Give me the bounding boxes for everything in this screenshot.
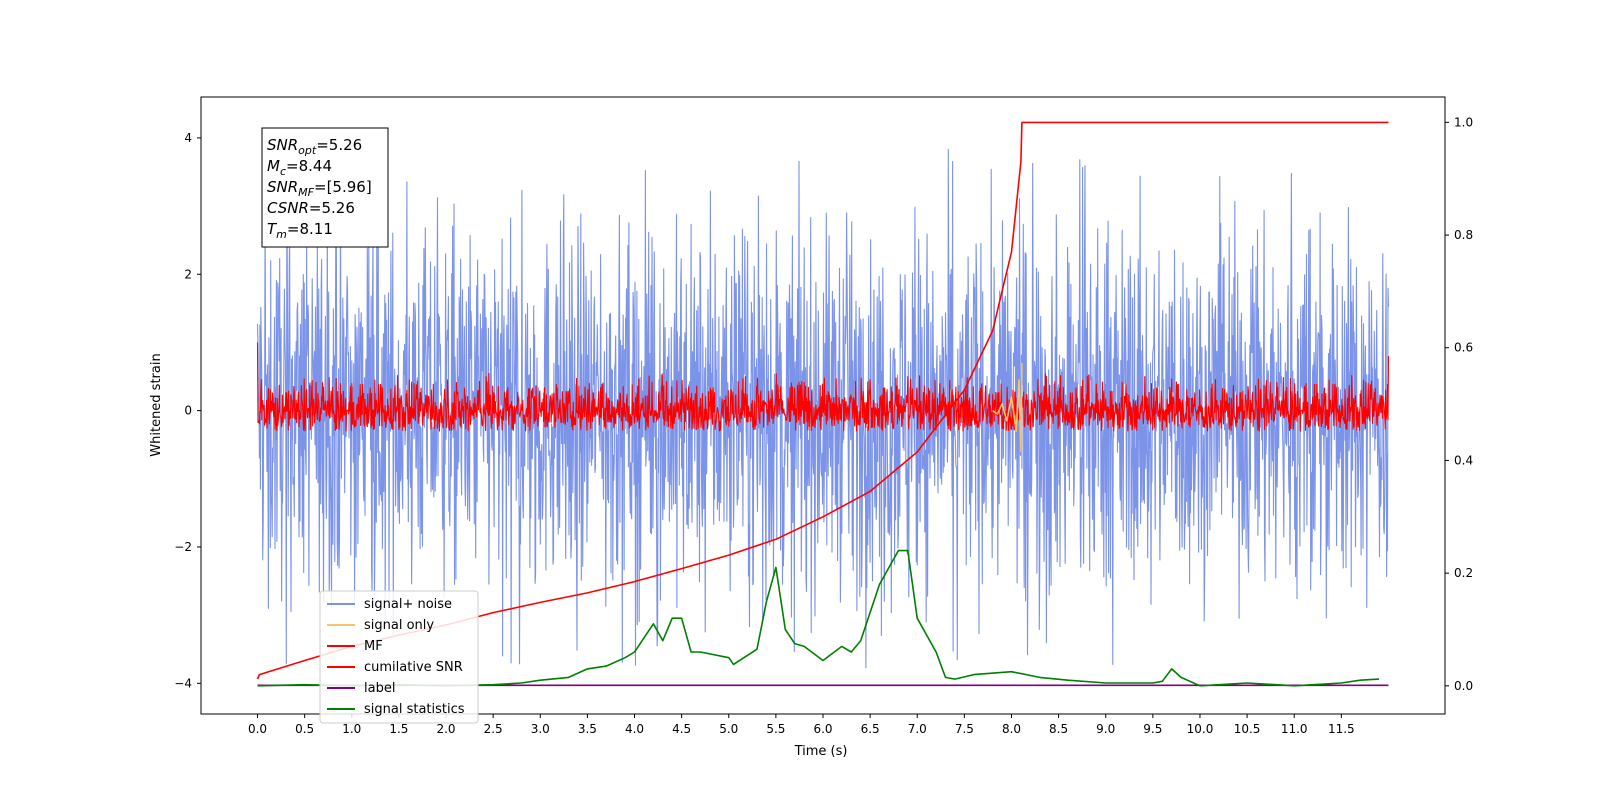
y-tick-label: 0 <box>184 404 192 418</box>
legend-label: label <box>364 681 395 696</box>
y-axis-label: Whitened strain <box>149 353 164 456</box>
annotation-symbol: SNR <box>267 178 298 196</box>
annotation-subscript: c <box>280 165 286 178</box>
y-tick-label: 2 <box>184 267 192 281</box>
annotation-value: =5.26 <box>309 199 355 217</box>
x-tick-label: 0.0 <box>248 722 267 736</box>
x-tick-label: 3.5 <box>578 722 597 736</box>
legend-label: MF <box>364 639 383 654</box>
x-tick-label: 11.5 <box>1328 722 1355 736</box>
y-tick-label: −4 <box>174 676 192 690</box>
annotation-subscript: MF <box>298 186 314 199</box>
x-axis-label: Time (s) <box>794 744 848 759</box>
legend-label: signal only <box>364 618 434 633</box>
x-tick-label: 5.0 <box>719 722 738 736</box>
annotation-line: SNRopt=5.26 <box>267 136 362 157</box>
series-line-signal-statistics <box>257 549 1380 687</box>
series-line-signal-only <box>992 362 1023 453</box>
x-tick-label: 2.5 <box>484 722 503 736</box>
annotation-subscript: opt <box>298 144 317 157</box>
y-axis-right: 0.0 0.2 0.4 0.6 0.8 1.0 <box>1445 115 1473 693</box>
x-axis: 0.0 0.5 1.0 1.5 2.0 2.5 3.0 3.5 4.0 4.5 5.0 5.5 6.0 6… <box>248 714 1355 736</box>
annotation-symbol: T <box>267 220 278 238</box>
annotation-symbol: SNR <box>267 136 298 154</box>
y-right-tick-label: 0.0 <box>1454 679 1473 693</box>
series-line-mf <box>256 342 1390 432</box>
annotation-value: =[5.96] <box>314 178 372 196</box>
annotation-value: =5.26 <box>316 136 362 154</box>
y-right-tick-label: 0.2 <box>1454 566 1473 580</box>
x-tick-label: 10.0 <box>1187 722 1214 736</box>
y-right-tick-label: 0.4 <box>1454 453 1473 467</box>
x-tick-label: 0.5 <box>295 722 314 736</box>
y-tick-label: −2 <box>174 540 192 554</box>
x-tick-label: 4.0 <box>625 722 644 736</box>
annotation-line: CSNR=5.26 <box>267 199 355 217</box>
x-tick-label: 5.5 <box>766 722 785 736</box>
legend-label: signal statistics <box>364 702 465 717</box>
annotation-symbol: CSNR <box>267 199 309 217</box>
annotation-line: Mc=8.44 <box>267 157 332 178</box>
x-tick-label: 9.5 <box>1143 722 1162 736</box>
x-tick-label: 10.5 <box>1234 722 1261 736</box>
annotation-line: SNRMF=[5.96] <box>267 178 372 199</box>
x-tick-label: 2.0 <box>436 722 455 736</box>
x-tick-label: 7.0 <box>908 722 927 736</box>
legend-label: signal+ noise <box>364 597 452 612</box>
legend: signal+ noise signal only MF cumilative SNR… <box>319 590 479 724</box>
y-right-tick-label: 1.0 <box>1454 115 1473 129</box>
series-line-signal-noise <box>256 148 1390 669</box>
x-tick-label: 11.0 <box>1281 722 1308 736</box>
x-tick-label: 1.5 <box>389 722 408 736</box>
y-tick-label: 4 <box>184 131 192 145</box>
x-tick-label: 3.0 <box>531 722 550 736</box>
annotation-symbol: M <box>267 157 280 175</box>
x-tick-label: 8.5 <box>1049 722 1068 736</box>
annotation-box: SNRopt=5.26Mc=8.44SNRMF=[5.96]CSNR=5.26T… <box>261 127 389 248</box>
legend-label: cumilative SNR <box>364 660 463 675</box>
x-tick-label: 4.5 <box>672 722 691 736</box>
y-right-tick-label: 0.6 <box>1454 341 1473 355</box>
annotation-value: =8.44 <box>286 157 332 175</box>
x-tick-label: 1.0 <box>342 722 361 736</box>
x-tick-label: 7.5 <box>955 722 974 736</box>
x-tick-label: 6.0 <box>813 722 832 736</box>
x-tick-label: 9.0 <box>1096 722 1115 736</box>
annotation-value: =8.11 <box>287 220 333 238</box>
y-right-tick-label: 0.8 <box>1454 228 1473 242</box>
x-tick-label: 6.5 <box>861 722 880 736</box>
annotation-line: Tm=8.11 <box>267 220 333 241</box>
y-axis-left: −4 −2 0 2 4 <box>174 131 201 690</box>
annotation-subscript: m <box>276 228 287 241</box>
x-tick-label: 8.0 <box>1002 722 1021 736</box>
